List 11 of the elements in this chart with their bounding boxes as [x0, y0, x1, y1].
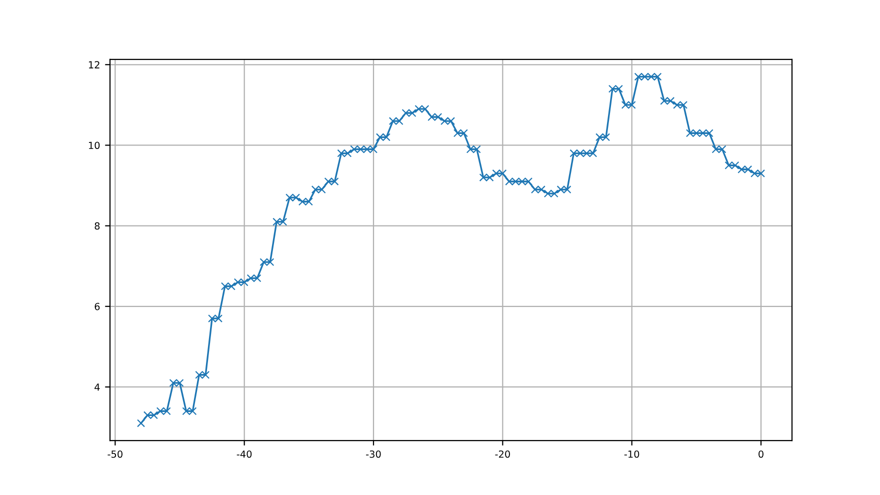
x-tick-label: -50	[108, 450, 122, 458]
x-tick-label: 0	[758, 450, 764, 458]
y-tick-label: 4	[94, 384, 100, 391]
y-tick-label: 10	[88, 142, 100, 150]
y-tick-label: 6	[94, 302, 100, 310]
y-tick-label: 12	[88, 61, 100, 68]
y-tick-label: 8	[94, 222, 100, 230]
x-tick-label: -40	[236, 450, 252, 458]
x-tick-label: -30	[366, 450, 381, 458]
x-tick-label: -20	[495, 450, 510, 458]
x-tick-label: -10	[624, 450, 640, 458]
